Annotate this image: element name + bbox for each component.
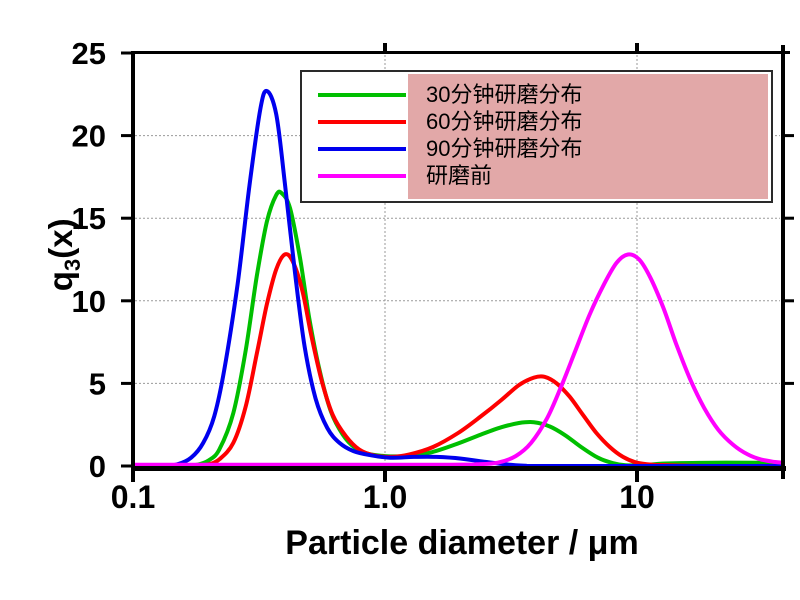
y-tick-label-5: 5: [89, 366, 106, 401]
y-tick-0: [121, 464, 131, 468]
x-tick-1.0: [383, 470, 387, 482]
legend-highlight-overlay: [408, 74, 768, 199]
y-tick-label-15: 15: [72, 201, 106, 236]
y-tick-right-5: [785, 381, 794, 385]
y-tick-right-20: [785, 134, 794, 138]
curve-series-1: [195, 252, 782, 468]
legend-label-before-grinding: 研磨前: [426, 163, 493, 188]
curve-series-0: [182, 189, 782, 468]
y-tick-25: [121, 51, 131, 55]
x-tick-top-10: [635, 43, 639, 52]
bottom-axis-spine: [131, 466, 786, 471]
legend-label-60min: 60分钟研磨分布: [426, 109, 583, 134]
y-tick-5: [121, 381, 131, 385]
curve-series-3: [133, 252, 782, 467]
y-tick-label-20: 20: [72, 119, 106, 154]
left-axis-spine: [131, 51, 135, 470]
y-axis-title-rest: (x): [42, 218, 80, 259]
y-tick-label-10: 10: [72, 284, 106, 319]
legend-item-before-grinding: 研磨前: [302, 162, 771, 189]
legend: 30分钟研磨分布 60分钟研磨分布 90分钟研磨分布 研磨前: [300, 70, 773, 203]
y-tick-right-10: [785, 299, 794, 303]
x-tick-top-1.0: [383, 43, 387, 52]
y-axis-title-subscript: 3: [59, 258, 85, 272]
right-axis-spine: [781, 45, 785, 479]
y-axis-title-base: q: [42, 271, 80, 292]
legend-rows: 30分钟研磨分布 60分钟研磨分布 90分钟研磨分布 研磨前: [302, 72, 771, 189]
legend-label-90min: 90分钟研磨分布: [426, 136, 583, 161]
top-axis-spine: [131, 51, 790, 54]
x-tick-label-0.1: 0.1: [111, 479, 155, 515]
legend-line-sample-90min: [318, 146, 406, 151]
legend-line-sample-30min: [318, 92, 406, 97]
x-tick-label-1.0: 1.0: [363, 479, 407, 515]
x-tick-0.1: [131, 470, 135, 482]
x-tick-10: [635, 470, 639, 482]
y-tick-10: [121, 299, 131, 303]
legend-item-60min: 60分钟研磨分布: [302, 108, 771, 135]
legend-label-30min: 30分钟研磨分布: [426, 82, 583, 107]
y-tick-right-15: [785, 216, 794, 220]
legend-item-30min: 30分钟研磨分布: [302, 81, 771, 108]
legend-line-sample-60min: [318, 119, 406, 124]
y-axis-title: q3(x): [42, 155, 86, 355]
y-tick-label-25: 25: [72, 36, 106, 71]
legend-line-sample-before-grinding: [318, 173, 406, 178]
x-tick-label-10: 10: [619, 479, 655, 515]
y-tick-20: [121, 134, 131, 138]
y-tick-15: [121, 216, 131, 220]
x-axis-title: Particle diameter / μm: [285, 524, 639, 562]
y-tick-label-0: 0: [89, 449, 106, 484]
legend-item-90min: 90分钟研磨分布: [302, 135, 771, 162]
